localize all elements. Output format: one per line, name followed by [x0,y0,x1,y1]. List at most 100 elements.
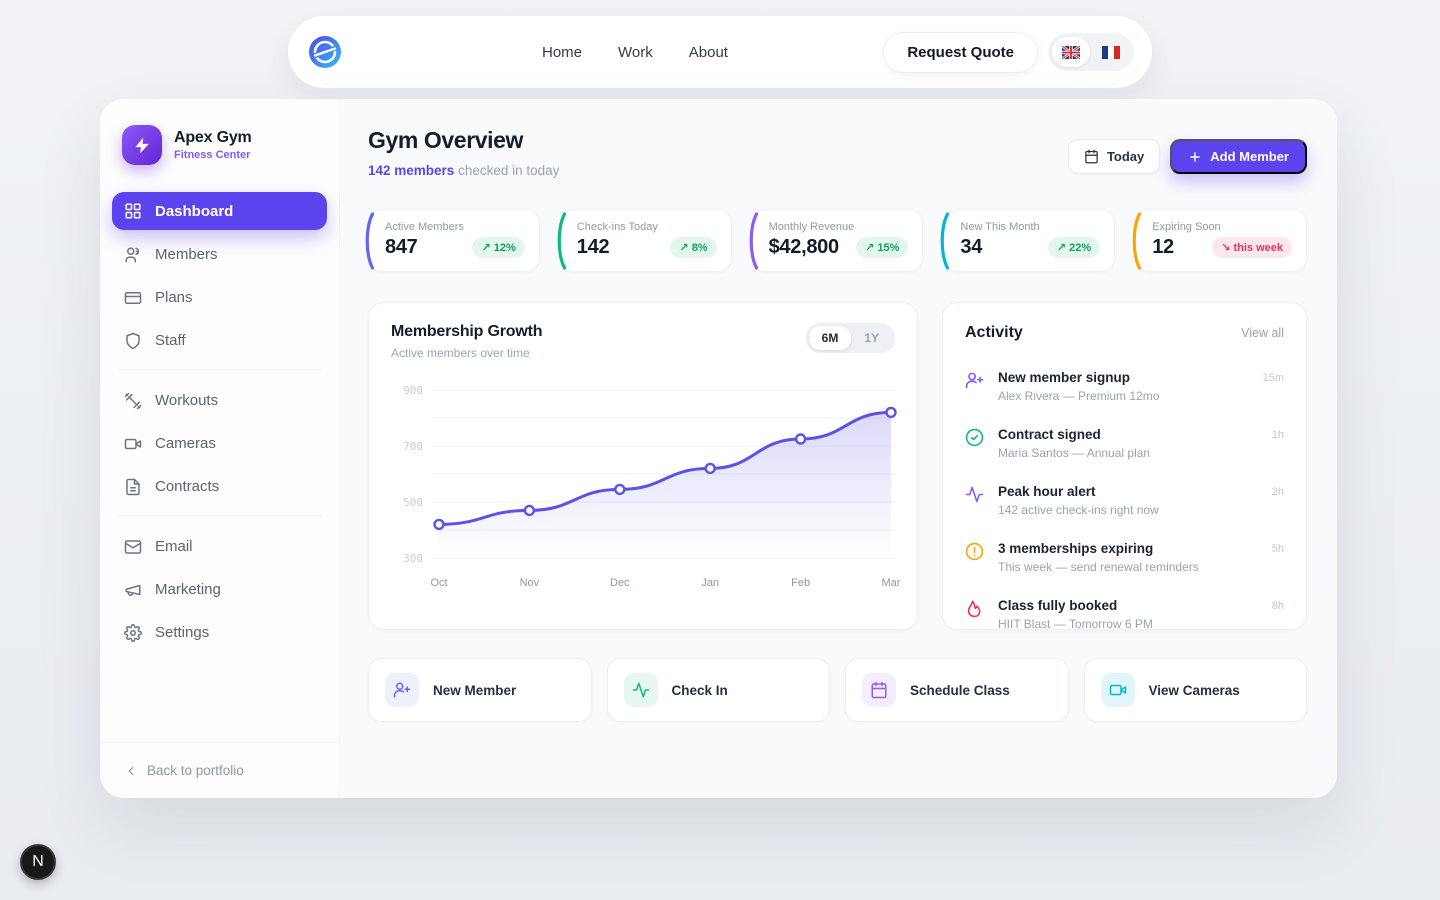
quick-actions-row: New Member Check In Schedule Class View … [368,658,1307,722]
calendar-icon [862,673,896,707]
activity-item-time: 5h [1271,543,1284,555]
site-logo-icon[interactable] [308,35,342,69]
sidebar-item-staff[interactable]: Staff [112,322,327,359]
language-french-flag-button[interactable] [1092,37,1130,67]
sidebar-item-dashboard[interactable]: Dashboard [112,192,327,230]
fr-flag-icon [1102,45,1120,59]
stat-badge-text: 8% [691,242,708,254]
sidebar-item-label: Staff [155,332,186,349]
activity-item-2[interactable]: Contract signed Maria Santos — Annual pl… [965,419,1284,469]
megaphone-icon [124,581,142,599]
activity-item-time: 1h [1271,429,1284,441]
pulse-icon [965,485,984,504]
sidebar-nav: Dashboard Members Plans Staff Workouts C… [112,192,327,651]
quick-action-new-member[interactable]: New Member [368,658,592,722]
stat-badge-text: 15% [877,242,900,254]
svg-text:Mar: Mar [882,577,901,589]
nav-link-home[interactable]: Home [542,43,583,61]
activity-item-title: Peak hour alert [998,484,1096,499]
svg-text:Feb: Feb [791,577,810,589]
top-navbar: Home Work About Request Quote [288,16,1152,88]
stat-badge-text: 12% [493,242,516,254]
dashboard-window: Apex Gym Fitness Center Dashboard Member… [100,99,1337,798]
stat-trend-badge: ↗ 15% [856,237,909,258]
shield-icon [124,332,142,350]
stat-trend-badge: ↗ 22% [1047,237,1101,258]
sidebar-item-workouts[interactable]: Workouts [112,382,327,419]
activity-item-3[interactable]: Peak hour alert 142 active check-ins rig… [965,476,1284,526]
trend-up-icon: ↗ [679,242,689,254]
activity-item-time: 15m [1262,372,1284,384]
activity-item-subtitle: 142 active check-ins right now [998,503,1159,517]
membership-growth-card: Membership Growth Active members over ti… [368,302,918,630]
file-text-icon [124,478,142,496]
check-circle-icon [965,428,984,447]
back-to-portfolio-link[interactable]: Back to portfolio [100,742,339,798]
sidebar-item-settings[interactable]: Settings [112,614,327,651]
membership-growth-chart: 300 500 700 900 Oct Nov Dec Jan Feb Mar [387,374,901,592]
sidebar-item-label: Workouts [155,392,219,409]
today-button[interactable]: Today [1067,139,1161,174]
sidebar-item-marketing[interactable]: Marketing [112,571,327,608]
nav-links: Home Work About [542,44,728,61]
range-1y-button[interactable]: 1Y [864,331,879,345]
sidebar-item-label: Marketing [155,581,221,598]
stat-trend-badge: ↗ 8% [670,237,717,258]
sidebar-divider [118,515,321,516]
quick-action-schedule-class[interactable]: Schedule Class [845,658,1069,722]
activity-item-subtitle: HIIT Blast — Tomorrow 6 PM [998,617,1153,631]
chart-title: Membership Growth [391,323,543,340]
trend-up-icon: ↗ [1056,242,1067,254]
sidebar-item-email[interactable]: Email [112,528,327,565]
nav-link-work[interactable]: Work [618,43,653,61]
svg-text:700: 700 [403,440,423,453]
nextjs-dev-badge[interactable]: N [20,844,56,880]
activity-item-subtitle: Alex Rivera — Premium 12mo [998,389,1160,403]
activity-item-title: 3 memberships expiring [998,541,1154,556]
activity-item-1[interactable]: New member signup Alex Rivera — Premium … [965,362,1284,412]
stat-card-monthly-revenue: Monthly Revenue $42,800 ↗ 15% [749,209,924,272]
sidebar-item-plans[interactable]: Plans [112,279,327,316]
stat-value: $42,800 [768,236,840,258]
activity-item-time: 8h [1271,600,1284,612]
activity-list: New member signup Alex Rivera — Premium … [965,362,1284,640]
range-6m-button[interactable]: 6M [808,326,852,350]
sidebar-item-contracts[interactable]: Contracts [112,468,327,505]
activity-item-5[interactable]: Class fully booked HIIT Blast — Tomorrow… [965,590,1284,640]
chart-subtitle: Active members over time [391,346,530,360]
stat-label: Expiring Soon [1152,221,1221,233]
stat-card-new-this-month: New This Month 34 ↗ 22% [941,209,1116,272]
sidebar-item-label: Members [155,246,218,263]
request-quote-button[interactable]: Request Quote [883,31,1038,73]
stat-label: Check-ins Today [576,221,658,233]
stat-accent-bracket [747,211,759,271]
quick-action-view-cameras[interactable]: View Cameras [1083,658,1307,722]
stat-accent-bracket [363,211,375,271]
activity-item-time: 2h [1271,486,1284,498]
sidebar-item-label: Contracts [155,478,220,495]
user-plus-icon [965,371,984,390]
language-english-flag-button[interactable] [1052,37,1090,67]
svg-text:Oct: Oct [430,577,447,589]
sidebar-item-members[interactable]: Members [112,236,327,273]
stat-label: Monthly Revenue [768,221,855,233]
trend-up-icon: ↗ [481,242,491,254]
quick-action-label: View Cameras [1148,682,1240,698]
sidebar-item-cameras[interactable]: Cameras [112,425,327,462]
sidebar-item-label: Email [155,538,193,555]
svg-text:900: 900 [403,384,423,397]
sidebar-item-label: Cameras [155,435,216,452]
add-member-button[interactable]: Add Member [1170,139,1307,174]
calendar-icon [1084,149,1099,164]
quick-action-check-in[interactable]: Check In [606,658,830,722]
nav-link-about[interactable]: About [688,43,728,61]
activity-item-4[interactable]: 3 memberships expiring This week — send … [965,533,1284,583]
main-content: Gym Overview 142 members checked in toda… [340,99,1337,798]
sidebar-item-label: Settings [155,624,210,641]
quick-action-label: New Member [433,682,517,698]
view-all-link[interactable]: View all [1241,326,1284,340]
stat-card-check-ins-today: Check-ins Today 142 ↗ 8% [557,209,732,272]
activity-title: Activity [965,324,1023,341]
stat-value: 12 [1152,236,1174,258]
brand-name: Apex Gym [174,129,252,146]
